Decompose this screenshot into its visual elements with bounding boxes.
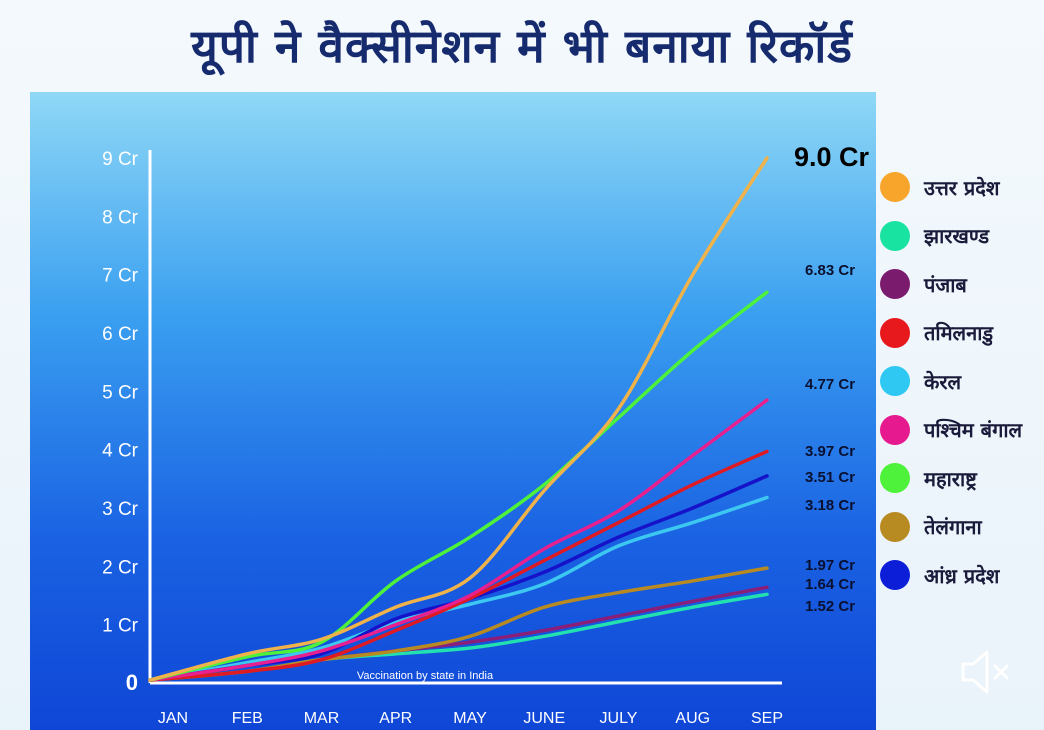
legend-swatch xyxy=(880,414,910,445)
y-tick-label: 1 Cr xyxy=(102,616,139,637)
series-end-label: 1.97 Cr xyxy=(805,557,855,574)
legend-label: केरल xyxy=(924,369,962,394)
plot-background xyxy=(30,92,876,730)
series-line xyxy=(148,398,769,682)
legend-item: केरल xyxy=(880,357,1044,406)
series-end-label: 3.51 Cr xyxy=(805,469,855,486)
x-tick-label: JULY xyxy=(600,710,638,727)
legend-swatch xyxy=(880,463,910,494)
y-tick-label: 8 Cr xyxy=(102,207,139,228)
legend-item: पश्चिम बंगाल xyxy=(880,406,1044,455)
y-tick-label: 9 Cr xyxy=(102,149,139,170)
legend-swatch xyxy=(880,317,910,348)
legend-label: उत्तर प्रदेश xyxy=(924,175,1000,200)
legend-swatch xyxy=(880,172,910,203)
series-end-label: 3.18 Cr xyxy=(805,497,855,514)
legend-label: आंध्र प्रदेश xyxy=(924,563,1000,588)
x-tick-label: APR xyxy=(379,710,412,727)
x-tick-label: MAR xyxy=(304,710,340,727)
legend-swatch xyxy=(880,511,910,542)
legend-item: आंध्र प्रदेश xyxy=(880,551,1044,600)
legend-swatch xyxy=(880,366,910,397)
series-line xyxy=(148,290,769,682)
legend-label: झारखण्ड xyxy=(924,224,990,249)
y-tick-label: 3 Cr xyxy=(102,499,139,520)
legend-item: महाराष्ट्र xyxy=(880,454,1044,503)
y-tick-label: 7 Cr xyxy=(102,266,139,287)
legend-label: तमिलनाडु xyxy=(924,321,994,346)
series-end-label: 1.52 Cr xyxy=(805,598,855,615)
series-end-label: 1.64 Cr xyxy=(805,576,855,593)
legend-label: तेलंगाना xyxy=(924,515,982,540)
y-tick-label: 6 Cr xyxy=(102,324,139,345)
chart-title: यूपी ने वैक्सीनेशन में भी बनाया रिकॉर्ड xyxy=(191,19,853,73)
speaker-muted-icon[interactable] xyxy=(955,640,1019,704)
legend-item: तमिलनाडु xyxy=(880,309,1044,358)
legend-item: उत्तर प्रदेश xyxy=(880,163,1044,212)
series-line xyxy=(148,156,769,682)
legend: उत्तर प्रदेश झारखण्ड पंजाब तमिलनाडु केरल पश्च… xyxy=(880,163,1044,600)
x-tick-label: AUG xyxy=(675,710,710,727)
legend-item: झारखण्ड xyxy=(880,212,1044,261)
legend-label: महाराष्ट्र xyxy=(924,466,977,491)
series-line xyxy=(148,449,769,682)
y-tick-label: 2 Cr xyxy=(102,557,139,578)
series-end-label: 9.0 Cr xyxy=(794,142,870,172)
y-tick-label: 4 Cr xyxy=(102,441,139,462)
x-tick-label: JAN xyxy=(158,710,188,727)
y-tick-label: 0 xyxy=(126,670,138,695)
y-tick-label: 5 Cr xyxy=(102,382,139,403)
series-end-label: 6.83 Cr xyxy=(805,262,855,279)
legend-item: पंजाब xyxy=(880,260,1044,309)
x-tick-label: FEB xyxy=(232,710,263,727)
series-line xyxy=(148,495,769,682)
legend-label: पश्चिम बंगाल xyxy=(924,418,1023,443)
series-end-label: 3.97 Cr xyxy=(805,443,855,460)
x-tick-label: SEP xyxy=(751,710,783,727)
legend-label: पंजाब xyxy=(924,272,967,297)
x-tick-label: JUNE xyxy=(523,710,565,727)
chart-annotation: Vaccination by state in India xyxy=(357,670,494,682)
legend-swatch xyxy=(880,560,910,591)
x-tick-label: MAY xyxy=(453,710,487,727)
legend-swatch xyxy=(880,269,910,300)
legend-item: तेलंगाना xyxy=(880,503,1044,552)
series-end-label: 4.77 Cr xyxy=(805,376,855,393)
legend-swatch xyxy=(880,220,910,251)
